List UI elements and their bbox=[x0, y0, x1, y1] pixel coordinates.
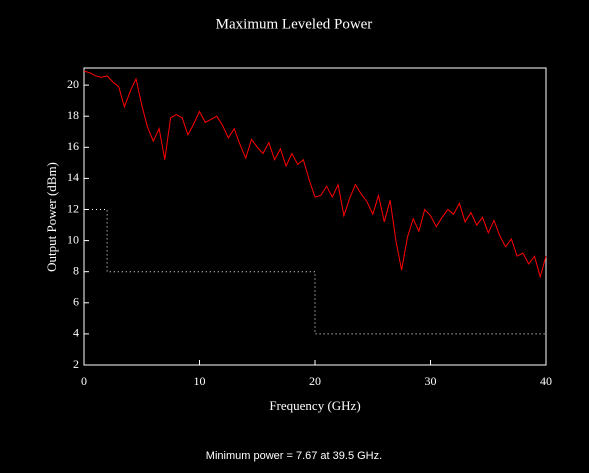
y-tick-label: 8 bbox=[73, 263, 79, 277]
annotation: Minimum power = 7.67 at 39.5 GHz. bbox=[206, 450, 382, 462]
x-tick-label: 30 bbox=[425, 374, 437, 388]
y-tick-label: 12 bbox=[67, 201, 79, 215]
y-tick-label: 18 bbox=[67, 108, 79, 122]
series-line bbox=[84, 209, 546, 335]
y-tick-label: 10 bbox=[67, 232, 79, 246]
chart-title: Maximum Leveled Power bbox=[216, 16, 373, 32]
x-tick-label: 0 bbox=[81, 374, 87, 388]
series-line bbox=[83, 70, 547, 279]
x-tick-label: 20 bbox=[309, 374, 321, 388]
plot-frame bbox=[83, 67, 547, 366]
y-tick-label: 20 bbox=[67, 77, 79, 91]
y-tick-label: 16 bbox=[67, 139, 79, 153]
y-tick-label: 6 bbox=[73, 295, 79, 309]
x-tick-label: 10 bbox=[194, 374, 206, 388]
y-tick-label: 2 bbox=[73, 357, 79, 371]
y-axis-label: Output Power (dBm) bbox=[44, 162, 59, 272]
y-tick-label: 4 bbox=[73, 326, 79, 340]
y-tick-label: 14 bbox=[67, 170, 79, 184]
x-axis-label: Frequency (GHz) bbox=[269, 398, 360, 413]
x-tick-label: 40 bbox=[540, 374, 552, 388]
